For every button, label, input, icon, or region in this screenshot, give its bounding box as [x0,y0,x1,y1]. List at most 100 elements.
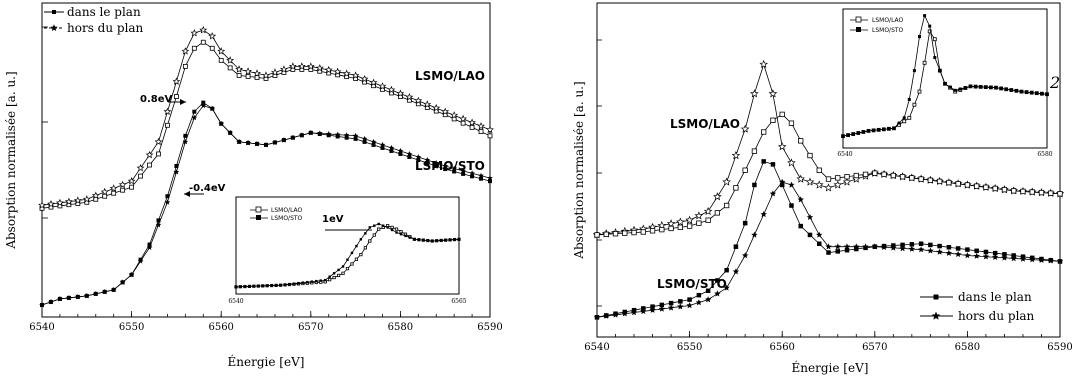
series-lsmo-sto-3-point [263,141,269,148]
inset-series-lsmo-sto-point [1040,92,1044,96]
series-lsmo-sto-2-point [407,154,412,159]
inset-series-group [234,222,461,289]
series-lsmo-sto-3-point [742,252,749,259]
series-lsmo-sto-3-point [843,243,851,250]
series-lsmo-sto-3-point [155,221,162,228]
series-lsmo-sto-3-point [593,313,601,320]
inset-series-lsmo-lao-point [328,278,332,282]
inset-series-lsmo-sto-point [1045,92,1049,96]
series-lsmo-lao-0-point [824,183,833,192]
series-lsmo-lao-1-point [890,172,896,179]
series-lsmo-sto-2-point [733,244,739,249]
series-lsmo-lao-1-point [1038,189,1045,196]
series-lsmo-lao-1-point [798,138,804,144]
series-lsmo-lao-1-point [288,62,297,70]
series-lsmo-sto-2-point [156,218,161,223]
series-lsmo-lao-1-point [405,93,414,101]
legend-marker [50,24,58,31]
series-lsmo-sto-3-point [779,178,786,185]
inset-series-lsmo-sto-point [270,284,273,287]
series-lsmo-lao-0-point [156,151,161,157]
series-lsmo-lao-0-point [236,73,242,78]
label-lsmo-lao: LSMO/LAO [415,69,485,83]
series-lsmo-sto-3-point [83,292,90,299]
inset-series-lsmo-sto-point [882,127,886,131]
inset-series-lsmo-sto-point [902,116,906,120]
x-tick-label: 6590 [477,322,502,333]
series-lsmo-sto-3-point [352,132,359,139]
series-lsmo-sto-2-point [854,246,859,252]
series-lsmo-sto-3-point [469,170,475,176]
inset-series-lsmo-sto-point [453,238,456,241]
series-lsmo-lao-1-point [733,185,739,191]
inset-series-lsmo-sto-point [243,285,247,288]
series-lsmo-sto-2-point [371,142,376,147]
series-lsmo-lao-1-line [41,29,491,206]
series-lsmo-lao-1-point [190,29,199,37]
series-lsmo-sto-2-point [761,159,766,164]
x-tick-label: 6560 [769,342,794,353]
series-lsmo-sto-3-point [1010,255,1017,262]
series-lsmo-sto-2-point [389,148,394,153]
series-lsmo-lao-0-point [478,129,484,135]
inset-series-lsmo-sto-point [279,284,282,287]
series-lsmo-sto-3-point [424,157,431,163]
series-lsmo-sto-3-point [1056,258,1064,265]
series-lsmo-sto-3-point [272,139,278,145]
chart-left: 6540 6550 6560 6570 6580 6590 Énergie [eV] Ab… [4,2,503,369]
inset-series-lsmo-sto-point [856,131,860,135]
series-lsmo-sto-3-point [640,308,647,315]
series-lsmo-sto-2-point [353,136,358,141]
inset-series-lsmo-lao-point [902,119,907,124]
x-axis-ticks: 6540 6550 6560 6570 6580 6590 [584,331,1073,353]
series-lsmo-lao-1-point [351,71,360,79]
inset-series-lsmo-sto-point [984,85,988,89]
series-lsmo-lao-0-point [842,177,852,186]
series-lsmo-sto-2-point [705,288,711,294]
inset-series-lsmo-sto-point [846,133,850,137]
inset-series-lsmo-sto-point [390,228,394,232]
x-tick-label: 6550 [119,322,144,333]
series-lsmo-sto-2-point [201,100,206,105]
inset-legend: LSMO/LAO LSMO/STO [250,206,303,222]
series-lsmo-sto-2-point [335,134,340,139]
x-tick-label: 6570 [298,322,323,333]
series-lsmo-sto-3-point [964,252,971,259]
series-lsmo-lao-1-point [396,89,405,97]
inset-series-lsmo-sto-point [377,222,380,226]
series-lsmo-sto-3-point [603,312,610,319]
x-axis-title: Énergie [eV] [792,360,869,375]
series-lsmo-sto-2-point [443,167,448,172]
series-lsmo-sto-3-point [307,129,314,136]
series-lsmo-lao-1-point [659,226,665,233]
series-lsmo-sto-3-point [200,102,207,109]
y-axis-ticks [42,26,48,219]
series-lsmo-sto-3-point [379,141,386,148]
inset-series-lsmo-sto-point [368,226,371,229]
series-lsmo-lao-1-point [1020,188,1026,195]
series-lsmo-sto-3-point [806,213,814,220]
svg-text:0.8eV: 0.8eV [140,94,172,105]
inset-series-lsmo-sto-point [999,86,1003,90]
series-lsmo-lao-1-point [253,69,261,77]
legend-label-1: hors du plan [958,309,1035,323]
inset-series-lsmo-sto-point [301,281,305,284]
inset-series-lsmo-sto-point [1009,88,1013,92]
series-lsmo-lao-1-point [1001,186,1008,193]
series-lsmo-lao-1-point [714,210,721,216]
inset-series-lsmo-sto-point [851,132,855,136]
series-lsmo-lao-0-point [111,190,117,196]
inset-series-lsmo-sto-point [288,282,291,286]
series-lsmo-lao-0-point [805,177,815,186]
legend-marker [931,311,941,320]
series-lsmo-lao-0-point [750,89,759,98]
series-lsmo-sto-3-point [397,147,404,154]
x-tick-label: 6580 [955,342,980,353]
inset-series-lsmo-lao-point [354,257,359,261]
inset-series-lsmo-lao-point [394,227,399,231]
series-lsmo-lao-1-point [450,111,459,119]
series-lsmo-sto-3-point [649,306,656,313]
series-lsmo-sto-2-point [770,162,776,167]
inset-frame [235,196,460,295]
inset-series-group [841,14,1049,139]
